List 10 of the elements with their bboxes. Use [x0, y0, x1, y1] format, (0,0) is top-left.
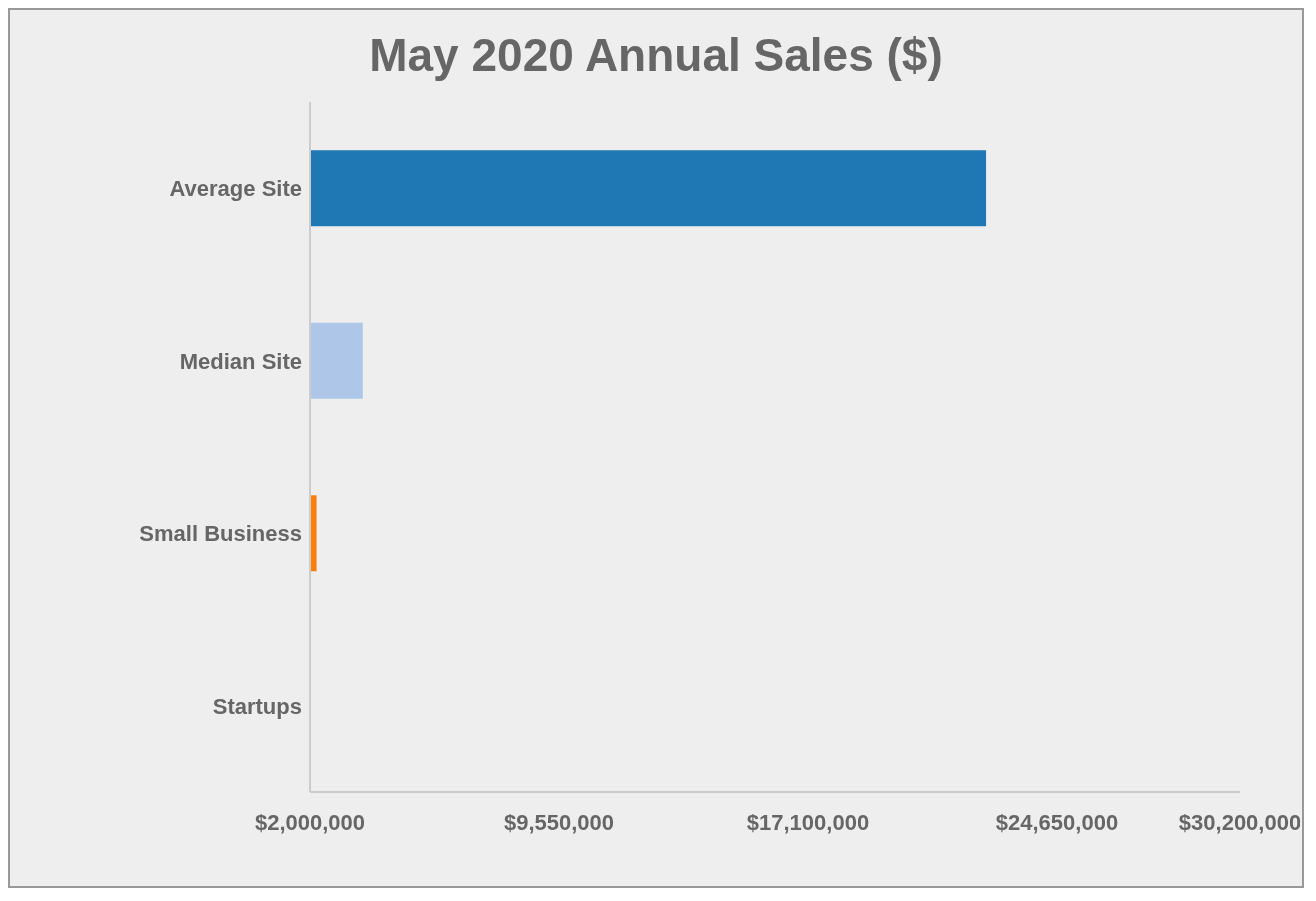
x-tick-label: $9,550,000 [503, 809, 615, 835]
y-tick-label: Average Site [169, 176, 302, 202]
x-tick-label: $30,200,000 [1178, 809, 1302, 835]
x-tick-label: $24,650,000 [995, 809, 1119, 835]
chart-title: May 2020 Annual Sales ($) [368, 28, 944, 82]
x-tick-label: $2,000,000 [254, 809, 366, 835]
x-tick-label: $17,100,000 [746, 809, 870, 835]
y-tick-label: Small Business [139, 521, 302, 547]
y-tick-label: Startups [212, 693, 302, 719]
y-tick-label: Median Site [179, 348, 302, 374]
